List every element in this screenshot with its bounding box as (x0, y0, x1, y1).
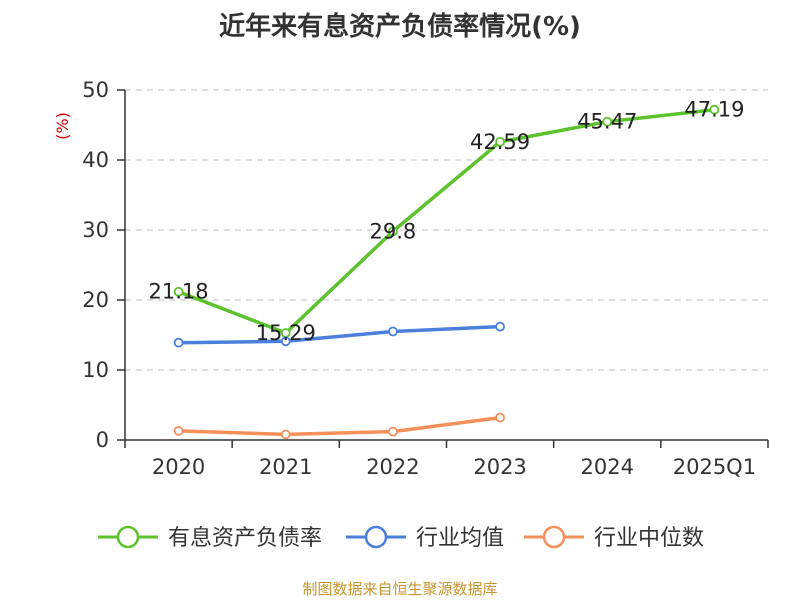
legend-marker (364, 525, 388, 549)
legend-marker (116, 525, 140, 549)
series-lines (176, 107, 717, 437)
source-note: 制图数据来自恒生聚源数据库 (302, 580, 498, 598)
data-point (495, 321, 505, 332)
data-label: 42.59 (470, 130, 530, 154)
data-point (280, 429, 291, 440)
axes: 0 10 20 30 40 50 (%) 2020 2021 2022 2023 2024 2025Q1 (53, 78, 769, 479)
series-line (176, 107, 717, 335)
series-points (173, 104, 720, 440)
y-tick-label: 10 (82, 358, 109, 382)
x-tick-label: 2024 (581, 455, 634, 479)
x-tick-label: 2023 (473, 455, 526, 479)
data-label: 29.8 (370, 219, 417, 243)
data-point (602, 116, 613, 127)
x-tick-label: 2021 (259, 455, 312, 479)
legend-marker (542, 525, 566, 549)
x-tick-label: 2022 (366, 455, 419, 479)
data-point (388, 326, 398, 337)
y-tick-label: 50 (82, 78, 109, 102)
grid-lines (125, 89, 768, 371)
data-label: 47.19 (684, 98, 744, 122)
x-tick-label: 2020 (152, 455, 205, 479)
data-point (495, 136, 505, 147)
series-line (176, 324, 502, 345)
y-tick-label: 30 (82, 218, 109, 242)
data-label: 15.29 (256, 321, 316, 345)
data-point (709, 104, 720, 115)
legend-label: 有息资产负债率 (168, 526, 322, 551)
data-point (280, 336, 291, 347)
data-point (173, 286, 184, 297)
data-point (388, 226, 398, 237)
chart-title: 近年来有息资产负债率情况(%) (219, 12, 581, 42)
y-tick-label: 0 (96, 428, 109, 452)
series-line (176, 415, 502, 437)
data-point (173, 337, 184, 348)
y-tick-label: 20 (82, 288, 109, 312)
y-tick-label: 40 (82, 148, 109, 172)
x-tick-label: 2025Q1 (673, 455, 756, 479)
data-point (173, 425, 184, 436)
legend-label: 行业中位数 (594, 526, 704, 551)
data-labels: 21.18 15.29 29.8 42.59 45.47 47.19 (149, 98, 745, 345)
legend: 有息资产负债率 行业均值 行业中位数 (98, 525, 704, 551)
data-point (495, 412, 505, 423)
data-label: 21.18 (149, 280, 209, 304)
legend-label: 行业均值 (416, 526, 504, 551)
y-axis-label: (%) (53, 112, 72, 140)
data-point (388, 426, 398, 437)
data-label: 45.47 (577, 110, 637, 134)
